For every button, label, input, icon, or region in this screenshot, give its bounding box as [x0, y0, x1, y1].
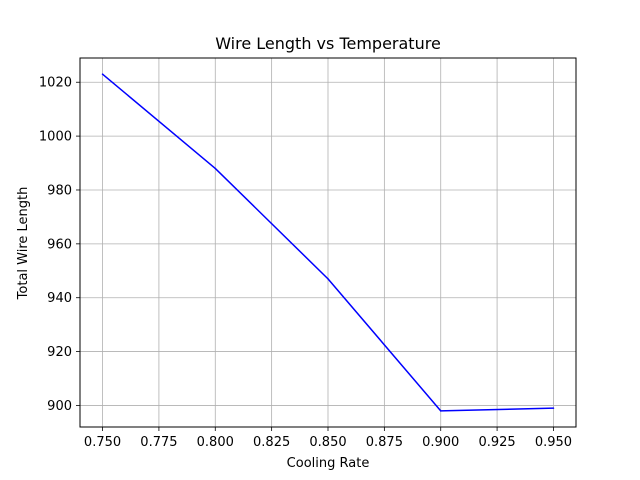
data-point — [214, 167, 217, 170]
grid — [80, 58, 576, 427]
y-tick-label: 940 — [47, 291, 72, 306]
y-axis-label: Total Wire Length — [16, 187, 31, 301]
x-tick-label: 0.775 — [140, 435, 177, 450]
x-axis-label: Cooling Rate — [287, 456, 370, 471]
data-point — [552, 407, 555, 409]
data-point — [327, 278, 329, 280]
y-tick-label: 960 — [47, 237, 72, 252]
y-tick-label: 1020 — [39, 76, 72, 91]
x-tick-label: 0.925 — [478, 435, 515, 450]
x-tick-label: 0.750 — [84, 435, 121, 450]
y-tick-label: 900 — [47, 399, 72, 414]
x-tick-label: 0.825 — [253, 435, 290, 450]
x-tick-label: 0.950 — [535, 435, 572, 450]
x-tick-label: 0.850 — [309, 435, 346, 450]
series-layer — [101, 73, 555, 412]
y-tick-label: 980 — [47, 183, 72, 198]
data-point — [101, 73, 104, 75]
x-tick-label: 0.875 — [366, 435, 403, 450]
y-tick-label: 920 — [47, 345, 72, 360]
x-tick-label: 0.900 — [422, 435, 459, 450]
y-axis: 900 920 940 960 980 1000 1020 — [39, 76, 80, 414]
x-tick-label: 0.800 — [197, 435, 234, 450]
data-point — [439, 410, 442, 412]
y-tick-label: 1000 — [39, 130, 72, 145]
chart-title: Wire Length vs Temperature — [215, 34, 441, 53]
x-axis: 0.750 0.775 0.800 0.825 0.850 0.875 0.900 0.925… — [84, 427, 572, 450]
